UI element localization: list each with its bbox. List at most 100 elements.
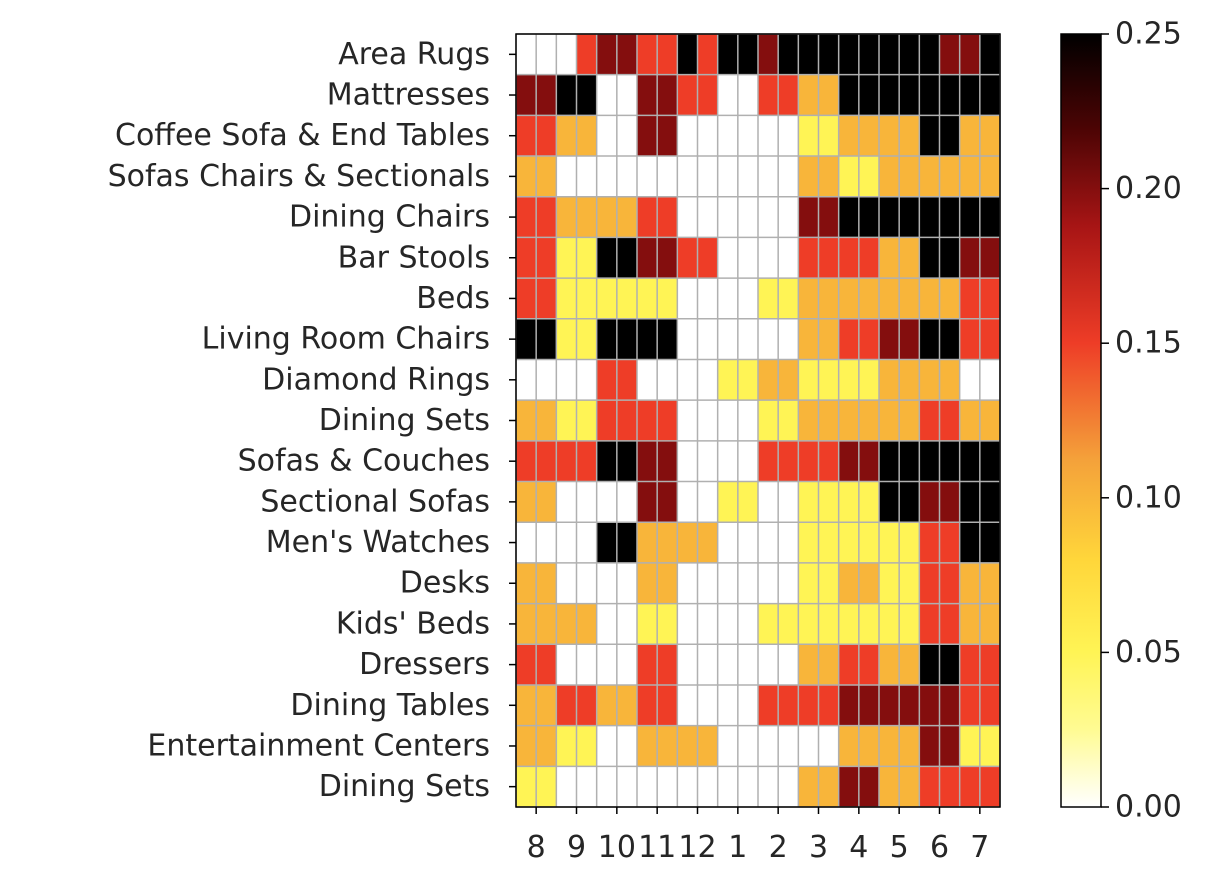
heatmap-cell (838, 562, 860, 605)
heatmap-cell (576, 481, 598, 523)
heatmap-cell (657, 359, 678, 401)
heatmap-cell (556, 278, 577, 320)
heatmap-cell (778, 34, 799, 76)
heatmap-cell (717, 522, 739, 564)
heatmap-cell (516, 196, 537, 238)
heatmap-cell (596, 684, 618, 727)
heatmap-cell (616, 237, 638, 279)
heatmap-cell (536, 766, 557, 808)
heatmap-cell (979, 34, 1001, 76)
heatmap-cell (697, 318, 719, 360)
heatmap-cell (637, 74, 658, 116)
heatmap-cell (556, 603, 577, 645)
heatmap-cell (758, 156, 779, 198)
heatmap-cell (637, 562, 658, 605)
heatmap-cell (697, 237, 719, 279)
heatmap-cell (919, 237, 940, 279)
y-tick-label: Beds (416, 281, 490, 316)
heatmap-cell (717, 74, 739, 116)
heatmap-cell (677, 644, 698, 686)
heatmap-cell (758, 725, 779, 767)
heatmap-cell (596, 440, 618, 483)
y-tick-label: Mattresses (327, 78, 490, 113)
heatmap-cell (778, 74, 799, 116)
heatmap-cell (838, 725, 860, 767)
heatmap-cell (959, 481, 981, 523)
heatmap-cell (838, 237, 860, 279)
heatmap-cell (838, 400, 860, 442)
heatmap-cell (697, 359, 719, 401)
heatmap-cell (899, 481, 920, 523)
heatmap-cell (717, 34, 739, 76)
heatmap-cell (717, 156, 739, 198)
heatmap-cell (858, 237, 880, 279)
heatmap-cell (879, 562, 900, 605)
heatmap-cell (919, 440, 940, 483)
heatmap-cell (596, 74, 618, 116)
heatmap-cell (899, 74, 920, 116)
x-tick-label: 11 (638, 830, 676, 865)
heatmap-cell (798, 400, 819, 442)
heatmap-cell (596, 34, 618, 76)
heatmap-cell (637, 359, 658, 401)
heatmap-cell (838, 115, 860, 157)
heatmap-cell (637, 34, 658, 76)
heatmap-cell (879, 359, 900, 401)
heatmap-cell (536, 684, 557, 727)
heatmap-cell (596, 115, 618, 157)
heatmap-cell (616, 74, 638, 116)
heatmap-cell (536, 562, 557, 605)
heatmap-cell (879, 196, 900, 238)
heatmap-cell (858, 603, 880, 645)
colorbar-gradient (1060, 33, 1102, 808)
heatmap-cell (979, 318, 1001, 360)
heatmap-cell (516, 684, 537, 727)
heatmap-cell (637, 522, 658, 564)
heatmap-cell (536, 400, 557, 442)
heatmap-cell (677, 684, 698, 727)
heatmap-cell (677, 400, 698, 442)
x-tick-label: 1 (728, 830, 747, 865)
heatmap-cell (596, 400, 618, 442)
heatmap-cell (818, 684, 840, 727)
heatmap-cell (879, 684, 900, 727)
heatmap-cell (596, 766, 618, 808)
heatmap-cell (677, 196, 698, 238)
heatmap-cell (939, 440, 961, 483)
heatmap-cell (737, 725, 759, 767)
x-tick-label: 10 (598, 830, 636, 865)
heatmap-cell (798, 725, 819, 767)
heatmap-cell (556, 522, 577, 564)
heatmap-cell (838, 278, 860, 320)
heatmap-cell (697, 278, 719, 320)
heatmap-cell (596, 196, 618, 238)
heatmap-cell (596, 562, 618, 605)
heatmap-cell (979, 684, 1001, 727)
x-axis: 8 9 10 11 12 1 2 3 4 5 6 7 (527, 807, 989, 865)
colorbar-tick-label: 0.10 (1115, 480, 1182, 515)
heatmap-cell (516, 359, 537, 401)
heatmap-cell (959, 644, 981, 686)
x-tick-label: 4 (849, 830, 868, 865)
heatmap-cell (677, 359, 698, 401)
heatmap-cell (939, 34, 961, 76)
heatmap-cell (919, 562, 940, 605)
heatmap-cell (979, 725, 1001, 767)
heatmap-cell (516, 766, 537, 808)
heatmap-cell (758, 115, 779, 157)
heatmap-cell (737, 522, 759, 564)
heatmap-cell (576, 603, 598, 645)
heatmap-cell (717, 440, 739, 483)
heatmap-cell (838, 644, 860, 686)
heatmap-cell (758, 644, 779, 686)
heatmap-cell (919, 74, 940, 116)
heatmap-cell (778, 278, 799, 320)
y-tick-label: Dining Sets (319, 769, 490, 804)
heatmap-cell (516, 74, 537, 116)
heatmap-cell (778, 481, 799, 523)
heatmap-cell (637, 278, 658, 320)
heatmap-cell (899, 278, 920, 320)
heatmap-cell (838, 481, 860, 523)
heatmap-cell (798, 74, 819, 116)
